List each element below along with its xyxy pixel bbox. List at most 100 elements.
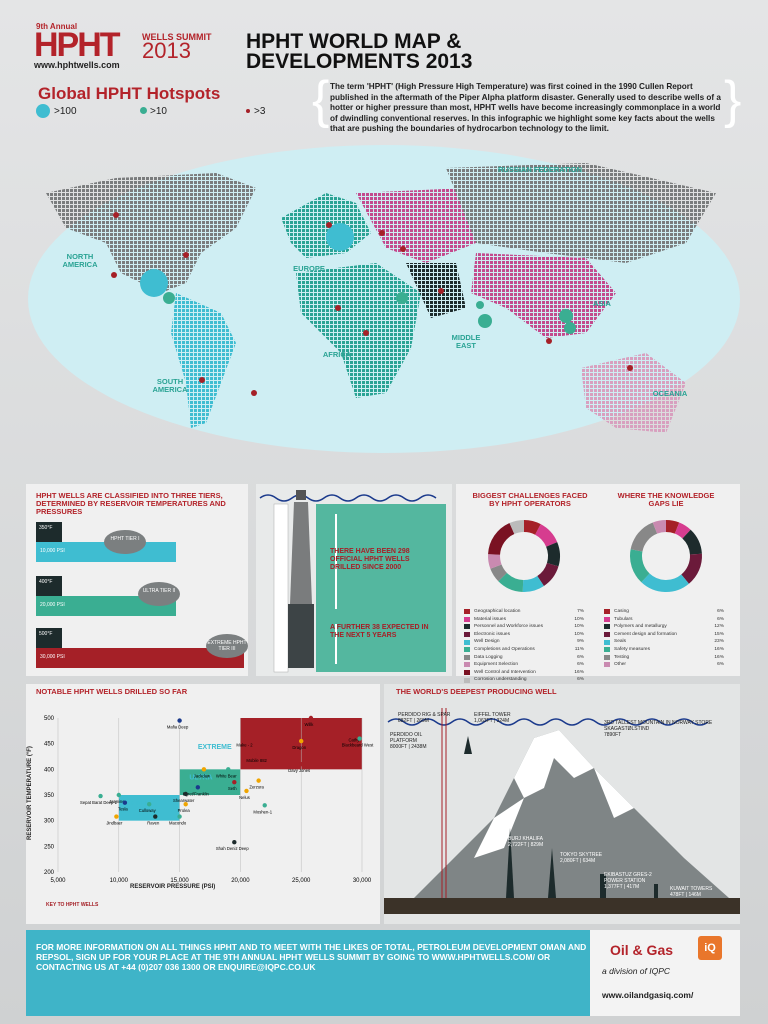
y-tick-label: 400 [44, 767, 55, 773]
footer-text: FOR MORE INFORMATION ON ALL THINGS HPHT … [36, 942, 587, 972]
well-point [256, 751, 261, 757]
deepest-perdido-rig-name: PERDIDO RIG & SPAR [398, 712, 451, 718]
gap-swatch [604, 632, 610, 638]
gap-pct: 15% [714, 631, 724, 637]
deepest-burj-name: BURJ KHALIFA [508, 836, 544, 842]
gaps-slice [630, 522, 658, 552]
deepest-skytree-name: TOKYO SKYTREE [560, 852, 603, 858]
well-label: Prolea [178, 808, 191, 813]
challenge-row: Material issues 10% [464, 616, 584, 624]
russia-shape [446, 163, 716, 263]
deepest-skytree: TOKYO SKYTREE 2,080FT | 634M [560, 852, 620, 864]
gaps-list: Casing 6% Tubulars 6% Polymers and metallurg… [604, 608, 724, 669]
deepest-ekibastuz: EKIBASTUZ GRES-2 POWER STATION 1,377FT | … [604, 872, 654, 890]
hotspot-asia2 [564, 322, 576, 334]
well-label: Dragon [292, 745, 306, 750]
hotspot-small-9 [335, 305, 341, 311]
deepest-skytree-value: 2,080FT | 634M [560, 858, 596, 864]
deepest-mountain-value: 7890FT [604, 732, 622, 738]
brand-logo[interactable]: 9th Annual HPHT WELLS SUMMIT 2013 www.hp… [34, 22, 234, 70]
well-label: Tesla [118, 807, 128, 812]
challenge-name: Material issues [474, 616, 506, 622]
gap-row: Other 6% [604, 661, 724, 669]
challenge-swatch [464, 616, 470, 622]
asia-shape [471, 253, 616, 338]
well-point [226, 767, 231, 772]
brace-right-icon: } [724, 71, 742, 129]
well-label: Willk [305, 722, 315, 727]
hotspot-north-sea [326, 223, 354, 251]
hotspot-small-10 [363, 330, 369, 336]
well-point [299, 738, 304, 744]
well-point [177, 718, 182, 723]
challenges-slice [523, 520, 541, 535]
challenge-row: Geographical location 7% [464, 608, 584, 616]
challenge-swatch [464, 670, 470, 676]
challenge-name: Completions and Operations [474, 646, 535, 652]
eastern-europe-shape [356, 188, 476, 263]
hotspot-small-2 [111, 272, 117, 278]
tiers-heading: HPHT WELLS ARE CLASSIFIED INTO THREE TIE… [36, 491, 226, 516]
gap-swatch [604, 654, 610, 660]
y-tick-label: 300 [44, 819, 55, 825]
intro-text: The term 'HPHT' (High Pressure High Temp… [330, 82, 721, 133]
gaps-heading: WHERE THE KNOWLEDGE GAPS LIE [617, 491, 715, 508]
tier-2-badge: ULTRA TIER II [138, 582, 180, 606]
gap-pct: 16% [714, 654, 724, 660]
hotspots-legend: >100 >10 >3 [36, 104, 296, 120]
gaps-donut [630, 520, 702, 592]
gap-pct: 23% [714, 639, 724, 645]
notable-key-title: KEY TO HPHT WELLS [46, 902, 99, 908]
well-label: Mobile 882 [246, 758, 267, 763]
brand-url[interactable]: www.hphtwells.com [34, 60, 120, 70]
gaps-slice [681, 553, 702, 584]
brand-year: 2013 [142, 38, 191, 63]
gap-swatch [604, 662, 610, 668]
gap-row: Casing 6% [604, 608, 724, 616]
south-america-shape [171, 293, 236, 428]
well-label: Moshen-1 [253, 809, 272, 814]
well-label: Raven [147, 821, 160, 826]
gap-row: Tubulars 6% [604, 616, 724, 624]
well-point [244, 736, 249, 741]
oilgas-site-link[interactable]: www.oilandgasiq.com/ [602, 990, 694, 1000]
brace-left-icon: { [312, 71, 330, 129]
well-label: Make - 2 [236, 743, 253, 748]
deepest-burj-value: 2,722FT | 829M [508, 842, 544, 848]
tier-3-bar: 30,000 PSI [36, 648, 244, 668]
oceania-shape [581, 353, 686, 433]
hotspot-na [163, 292, 175, 304]
wells-expected-text: A FURTHER 38 EXPECTED IN THE NEXT 5 YEAR… [330, 624, 429, 639]
oilgas-name: Oil & Gas [610, 942, 674, 958]
notable-heading: NOTABLE HPHT WELLS DRILLED SO FAR [36, 687, 188, 696]
tier-1-psi: 10,000 PSI [40, 548, 65, 554]
challenges-slice [536, 562, 559, 586]
hotspot-me3 [476, 301, 484, 309]
label-russia: RUSSIAN FEDERATION [497, 165, 583, 174]
hotspot-small-6 [326, 222, 332, 228]
challenge-pct: 16% [574, 669, 584, 675]
gaps-slice [641, 573, 689, 592]
footer-banner: FOR MORE INFORMATION ON ALL THINGS HPHT … [26, 930, 740, 1016]
gaps-slice [652, 520, 667, 534]
well-label: Davy Jones [288, 768, 310, 773]
y-tick-label: 200 [44, 870, 55, 876]
y-tick-label: 250 [44, 844, 55, 850]
hotspot-small-8 [400, 246, 406, 252]
deepest-eiffel-value: 1,063FT | 324M [474, 718, 510, 724]
well-label: Egret/Franklin [183, 791, 210, 796]
well-illustration [259, 490, 446, 673]
hotspot-small-12 [546, 338, 552, 344]
label-asia: ASIA [593, 299, 611, 308]
challenge-row: Corrosion understanding 6% [464, 676, 584, 684]
gap-name: Polymers and metallurgy [614, 624, 667, 630]
challenge-swatch [464, 647, 470, 653]
deepest-ekibastuz-name: EKIBASTUZ GRES-2 POWER STATION [604, 872, 652, 884]
hotspot-small-4 [199, 377, 205, 383]
challenge-pct: 11% [574, 646, 584, 652]
hotspot-small-11 [438, 288, 444, 294]
well-point [232, 779, 237, 785]
oilgas-logo[interactable]: Oil & Gas iQ a division of IQPC www.oila… [590, 930, 740, 1016]
deepest-kuwait-name: KUWAIT TOWERS [670, 886, 713, 892]
well-point [195, 785, 201, 790]
